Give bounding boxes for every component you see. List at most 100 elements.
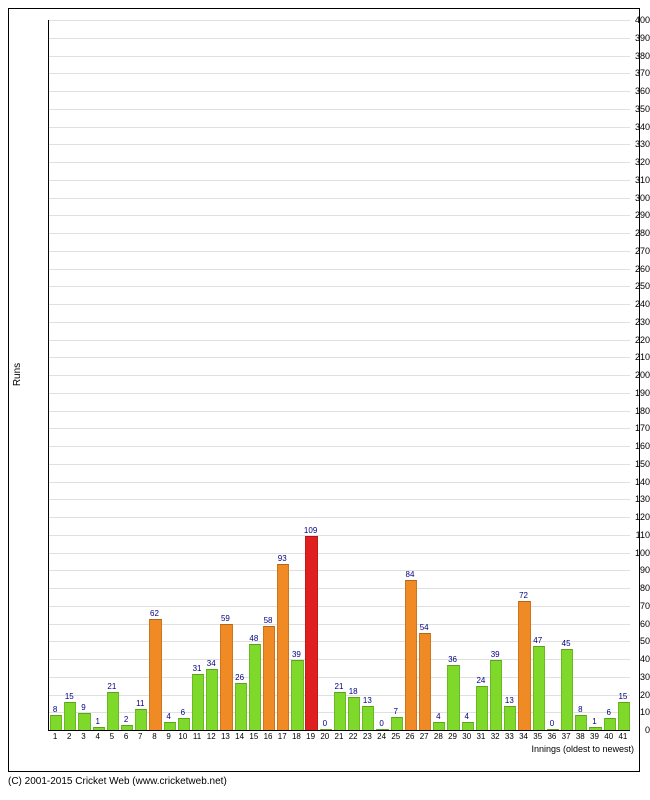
bar bbox=[334, 692, 346, 730]
chart-page: 8159121211624631345926485893391090211813… bbox=[0, 0, 650, 800]
x-tick-label: 18 bbox=[289, 732, 303, 741]
y-tick-label: 340 bbox=[606, 122, 650, 132]
y-tick-label: 200 bbox=[606, 370, 650, 380]
x-tick-label: 2 bbox=[62, 732, 76, 741]
gridline bbox=[48, 624, 630, 625]
y-axis-line bbox=[48, 20, 49, 730]
gridline bbox=[48, 393, 630, 394]
y-tick-label: 250 bbox=[606, 281, 650, 291]
bar-value-label: 9 bbox=[73, 703, 93, 712]
y-tick-label: 210 bbox=[606, 352, 650, 362]
x-tick-label: 19 bbox=[304, 732, 318, 741]
gridline bbox=[48, 357, 630, 358]
gridline bbox=[48, 20, 630, 21]
y-tick-label: 270 bbox=[606, 246, 650, 256]
y-tick-label: 310 bbox=[606, 175, 650, 185]
gridline bbox=[48, 38, 630, 39]
x-tick-label: 7 bbox=[133, 732, 147, 741]
y-tick-label: 290 bbox=[606, 210, 650, 220]
bar-value-label: 48 bbox=[244, 634, 264, 643]
x-tick-label: 3 bbox=[76, 732, 90, 741]
y-tick-label: 360 bbox=[606, 86, 650, 96]
bar-value-label: 84 bbox=[400, 570, 420, 579]
bar bbox=[490, 660, 502, 730]
gridline bbox=[48, 162, 630, 163]
x-tick-label: 11 bbox=[190, 732, 204, 741]
y-tick-label: 130 bbox=[606, 494, 650, 504]
y-tick-label: 180 bbox=[606, 406, 650, 416]
bar-value-label: 58 bbox=[258, 616, 278, 625]
y-tick-label: 10 bbox=[606, 707, 650, 717]
bar bbox=[589, 727, 601, 730]
bar bbox=[93, 727, 105, 730]
bar-value-label: 59 bbox=[215, 614, 235, 623]
x-tick-label: 38 bbox=[573, 732, 587, 741]
bar-value-label: 39 bbox=[485, 650, 505, 659]
x-tick-label: 33 bbox=[502, 732, 516, 741]
bar bbox=[277, 564, 289, 730]
bar bbox=[405, 580, 417, 730]
bar bbox=[249, 644, 261, 730]
y-tick-label: 160 bbox=[606, 441, 650, 451]
x-tick-label: 34 bbox=[517, 732, 531, 741]
y-tick-label: 230 bbox=[606, 317, 650, 327]
x-tick-label: 23 bbox=[360, 732, 374, 741]
x-tick-label: 20 bbox=[318, 732, 332, 741]
x-tick-label: 27 bbox=[417, 732, 431, 741]
bar bbox=[547, 729, 559, 730]
bar-value-label: 93 bbox=[272, 554, 292, 563]
x-tick-label: 26 bbox=[403, 732, 417, 741]
gridline bbox=[48, 251, 630, 252]
bar bbox=[320, 729, 332, 730]
gridline bbox=[48, 180, 630, 181]
y-tick-label: 30 bbox=[606, 672, 650, 682]
gridline bbox=[48, 411, 630, 412]
bar-value-label: 0 bbox=[315, 719, 335, 728]
gridline bbox=[48, 340, 630, 341]
y-tick-label: 350 bbox=[606, 104, 650, 114]
x-tick-label: 21 bbox=[332, 732, 346, 741]
x-tick-label: 5 bbox=[105, 732, 119, 741]
gridline bbox=[48, 127, 630, 128]
y-tick-label: 380 bbox=[606, 51, 650, 61]
x-tick-label: 29 bbox=[446, 732, 460, 741]
bar bbox=[533, 646, 545, 730]
x-tick-label: 12 bbox=[204, 732, 218, 741]
bar-value-label: 26 bbox=[230, 673, 250, 682]
bar-value-label: 11 bbox=[130, 699, 150, 708]
y-tick-label: 320 bbox=[606, 157, 650, 167]
gridline bbox=[48, 570, 630, 571]
y-tick-label: 40 bbox=[606, 654, 650, 664]
y-tick-label: 220 bbox=[606, 335, 650, 345]
y-tick-label: 330 bbox=[606, 139, 650, 149]
y-tick-label: 20 bbox=[606, 690, 650, 700]
bar-value-label: 8 bbox=[45, 705, 65, 714]
y-tick-label: 60 bbox=[606, 619, 650, 629]
y-tick-label: 140 bbox=[606, 477, 650, 487]
bar bbox=[135, 709, 147, 730]
x-tick-label: 24 bbox=[375, 732, 389, 741]
bar-value-label: 0 bbox=[372, 719, 392, 728]
bar-value-label: 62 bbox=[144, 609, 164, 618]
bar-value-label: 0 bbox=[542, 719, 562, 728]
y-tick-label: 80 bbox=[606, 583, 650, 593]
gridline bbox=[48, 375, 630, 376]
bar bbox=[235, 683, 247, 730]
x-tick-label: 4 bbox=[91, 732, 105, 741]
x-tick-label: 37 bbox=[559, 732, 573, 741]
bar-value-label: 18 bbox=[343, 687, 363, 696]
x-tick-label: 32 bbox=[488, 732, 502, 741]
bar-value-label: 15 bbox=[59, 692, 79, 701]
gridline bbox=[48, 73, 630, 74]
x-tick-label: 16 bbox=[261, 732, 275, 741]
gridline bbox=[48, 553, 630, 554]
gridline bbox=[48, 144, 630, 145]
x-tick-label: 22 bbox=[346, 732, 360, 741]
x-tick-label: 9 bbox=[162, 732, 176, 741]
bar bbox=[504, 706, 516, 730]
gridline bbox=[48, 446, 630, 447]
gridline bbox=[48, 588, 630, 589]
x-tick-label: 36 bbox=[545, 732, 559, 741]
bar bbox=[164, 722, 176, 730]
x-tick-label: 41 bbox=[616, 732, 630, 741]
